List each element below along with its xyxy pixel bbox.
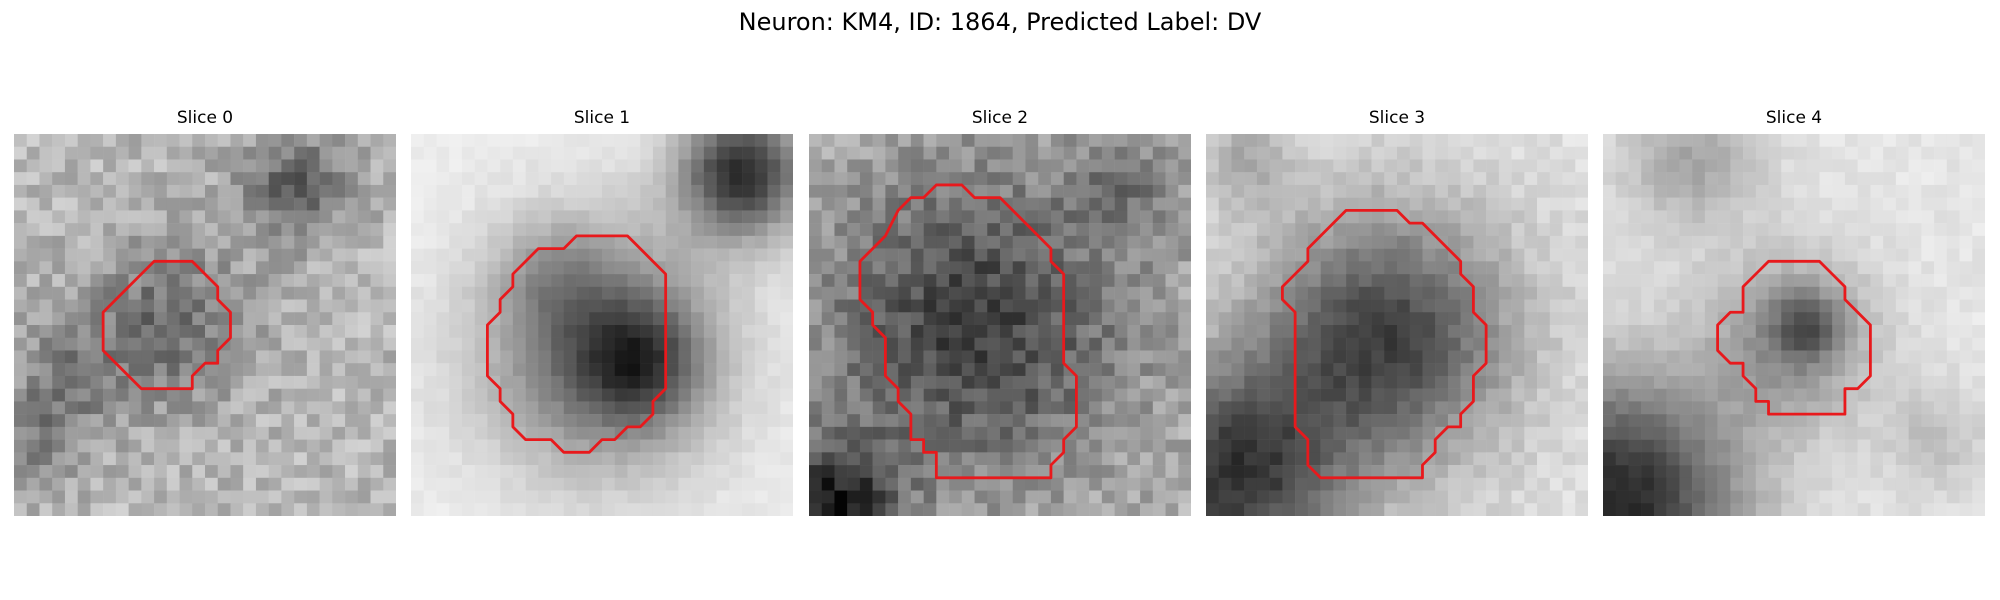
slice-panel-4: Slice 4 xyxy=(1603,108,1985,516)
pixel-grid xyxy=(411,134,793,516)
slice-image xyxy=(1206,134,1588,516)
mask-outline xyxy=(858,183,1078,480)
pixel-grid xyxy=(14,134,396,516)
pixel-grid xyxy=(809,134,1191,516)
pixel-grid xyxy=(1603,134,1985,516)
slice-panel-0: Slice 0 xyxy=(14,108,396,516)
slice-image xyxy=(1603,134,1985,516)
mask-outline xyxy=(1716,259,1872,416)
mask-outline xyxy=(485,234,668,454)
slice-title: Slice 0 xyxy=(176,108,234,128)
slice-panel-3: Slice 3 xyxy=(1206,108,1588,516)
figure-title: Neuron: KM4, ID: 1864, Predicted Label: … xyxy=(738,8,1262,36)
slice-panel-2: Slice 2 xyxy=(809,108,1191,516)
pixel-grid xyxy=(1206,134,1588,516)
slice-image xyxy=(14,134,396,516)
mask-outline xyxy=(101,259,232,391)
slice-image xyxy=(809,134,1191,516)
slice-title: Slice 4 xyxy=(1765,108,1823,128)
slice-image xyxy=(411,134,793,516)
slice-title: Slice 1 xyxy=(573,108,631,128)
mask-outline xyxy=(1280,208,1488,480)
slice-title: Slice 2 xyxy=(971,108,1029,128)
slice-title: Slice 3 xyxy=(1368,108,1426,128)
slice-panel-1: Slice 1 xyxy=(411,108,793,516)
